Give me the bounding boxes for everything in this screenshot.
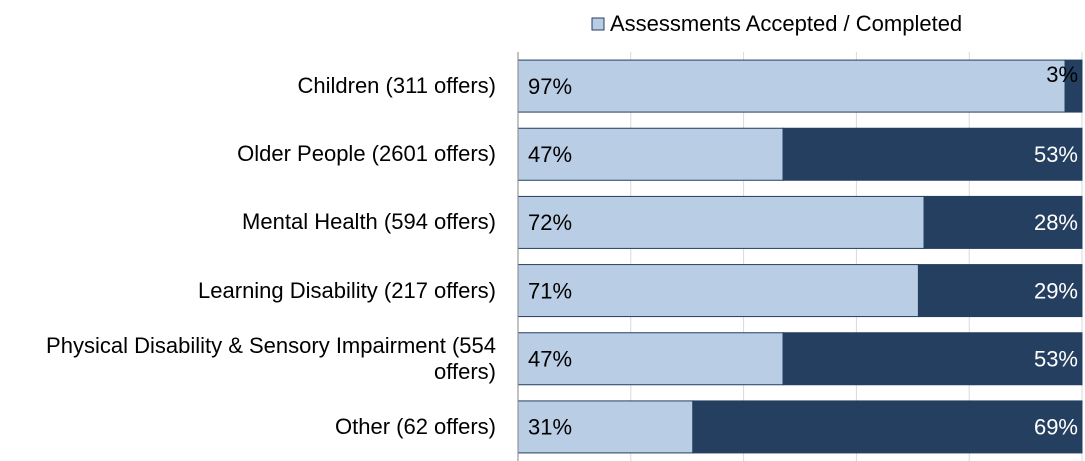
bar-segment [782, 332, 1083, 386]
bar-segment [917, 264, 1083, 318]
value-label: 47% [528, 142, 572, 167]
value-label: 29% [1034, 278, 1078, 303]
value-label: 3% [1046, 62, 1078, 87]
bar-segment [692, 400, 1083, 454]
bar-segment [923, 195, 1083, 249]
value-label: 72% [528, 210, 572, 235]
value-label: 69% [1034, 415, 1078, 440]
category-label: Physical Disability & Sensory Impairment… [46, 332, 496, 384]
bar-segment [517, 332, 784, 386]
value-label: 47% [528, 347, 572, 372]
value-label: 97% [528, 74, 572, 99]
bar-segment [517, 264, 919, 318]
category-label: Mental Health (594 offers) [242, 209, 496, 235]
bar-segment [1064, 59, 1083, 113]
value-label: 28% [1034, 210, 1078, 235]
category-label: Older People (2601 offers) [237, 141, 496, 167]
value-label: 31% [528, 415, 572, 440]
value-label: 53% [1034, 347, 1078, 372]
bar-segment [782, 127, 1083, 181]
bar-segment [517, 195, 925, 249]
category-label: Learning Disability (217 offers) [198, 277, 496, 303]
category-label: Children (311 offers) [297, 73, 496, 99]
value-label: 53% [1034, 142, 1078, 167]
category-label: Other (62 offers) [335, 413, 496, 439]
legend-swatch [591, 17, 605, 31]
bar-segment [517, 59, 1066, 113]
value-label: 71% [528, 278, 572, 303]
legend-label: Assessments Accepted / Completed [610, 11, 962, 36]
